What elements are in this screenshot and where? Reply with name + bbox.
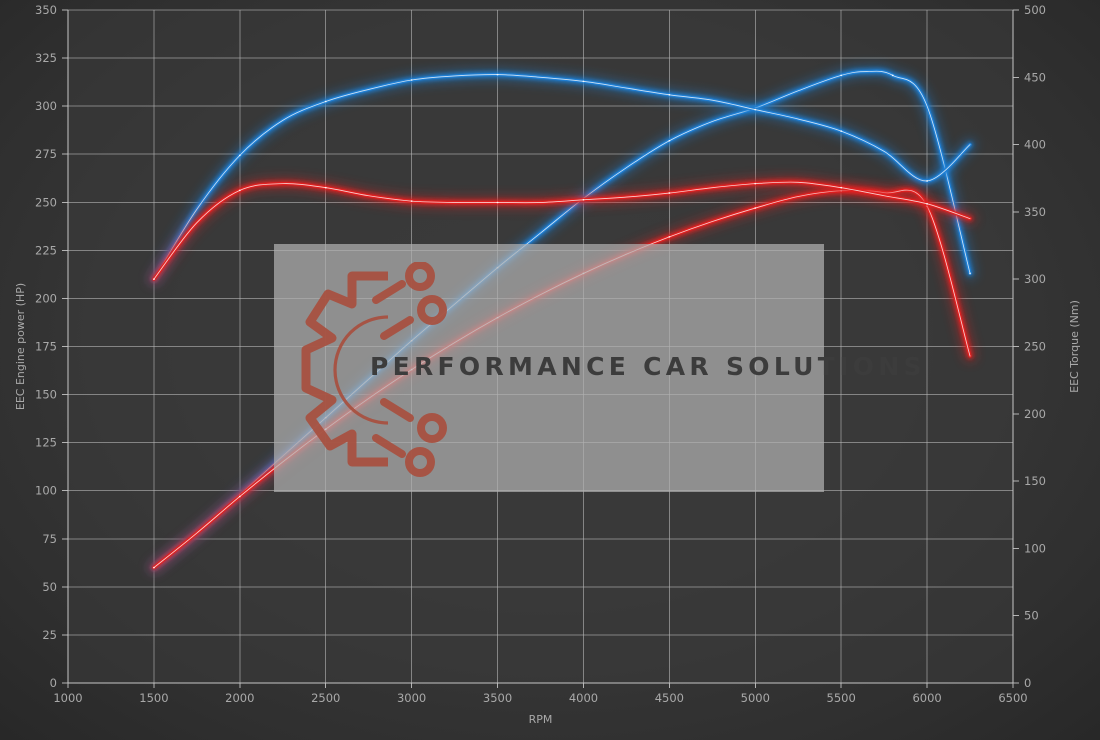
svg-text:100: 100 bbox=[35, 484, 57, 498]
svg-text:200: 200 bbox=[1024, 407, 1046, 421]
svg-text:300: 300 bbox=[1024, 272, 1046, 286]
svg-text:325: 325 bbox=[35, 51, 57, 65]
svg-text:225: 225 bbox=[35, 243, 57, 257]
svg-text:5500: 5500 bbox=[827, 691, 856, 705]
svg-text:100: 100 bbox=[1024, 541, 1046, 555]
curve-engine-torque-nm-stock bbox=[147, 176, 977, 286]
svg-text:400: 400 bbox=[1024, 138, 1046, 152]
svg-text:4500: 4500 bbox=[655, 691, 684, 705]
svg-text:150: 150 bbox=[35, 388, 57, 402]
svg-text:1500: 1500 bbox=[139, 691, 168, 705]
svg-text:150: 150 bbox=[1024, 474, 1046, 488]
svg-text:2500: 2500 bbox=[311, 691, 340, 705]
curve-engine-torque-nm-tuned bbox=[147, 68, 977, 286]
watermark-text: PERFORMANCE CAR SOLUTIONS bbox=[370, 352, 926, 381]
svg-text:RPM: RPM bbox=[529, 713, 553, 726]
svg-text:3500: 3500 bbox=[483, 691, 512, 705]
svg-text:6000: 6000 bbox=[912, 691, 941, 705]
svg-text:350: 350 bbox=[35, 3, 57, 17]
svg-text:0: 0 bbox=[50, 676, 57, 690]
svg-text:EEC Engine power (HP): EEC Engine power (HP) bbox=[14, 283, 27, 410]
svg-text:4000: 4000 bbox=[569, 691, 598, 705]
svg-text:200: 200 bbox=[35, 291, 57, 305]
svg-text:50: 50 bbox=[42, 580, 57, 594]
watermark: PERFORMANCE CAR SOLUTIONS bbox=[274, 244, 921, 492]
svg-text:3000: 3000 bbox=[397, 691, 426, 705]
svg-text:450: 450 bbox=[1024, 70, 1046, 84]
watermark-panel bbox=[274, 244, 824, 492]
svg-text:75: 75 bbox=[42, 532, 57, 546]
svg-text:1000: 1000 bbox=[53, 691, 82, 705]
svg-text:125: 125 bbox=[35, 436, 57, 450]
gear-circuit-logo-icon bbox=[301, 262, 447, 477]
svg-text:250: 250 bbox=[1024, 340, 1046, 354]
svg-text:6500: 6500 bbox=[998, 691, 1027, 705]
svg-text:25: 25 bbox=[42, 628, 57, 642]
svg-text:EEC Torque (Nm): EEC Torque (Nm) bbox=[1068, 300, 1081, 393]
svg-text:0: 0 bbox=[1024, 676, 1031, 690]
svg-text:350: 350 bbox=[1024, 205, 1046, 219]
svg-text:500: 500 bbox=[1024, 3, 1046, 17]
svg-text:275: 275 bbox=[35, 147, 57, 161]
svg-text:5000: 5000 bbox=[741, 691, 770, 705]
svg-text:300: 300 bbox=[35, 99, 57, 113]
svg-text:250: 250 bbox=[35, 195, 57, 209]
svg-text:50: 50 bbox=[1024, 609, 1039, 623]
svg-text:175: 175 bbox=[35, 340, 57, 354]
svg-text:2000: 2000 bbox=[225, 691, 254, 705]
